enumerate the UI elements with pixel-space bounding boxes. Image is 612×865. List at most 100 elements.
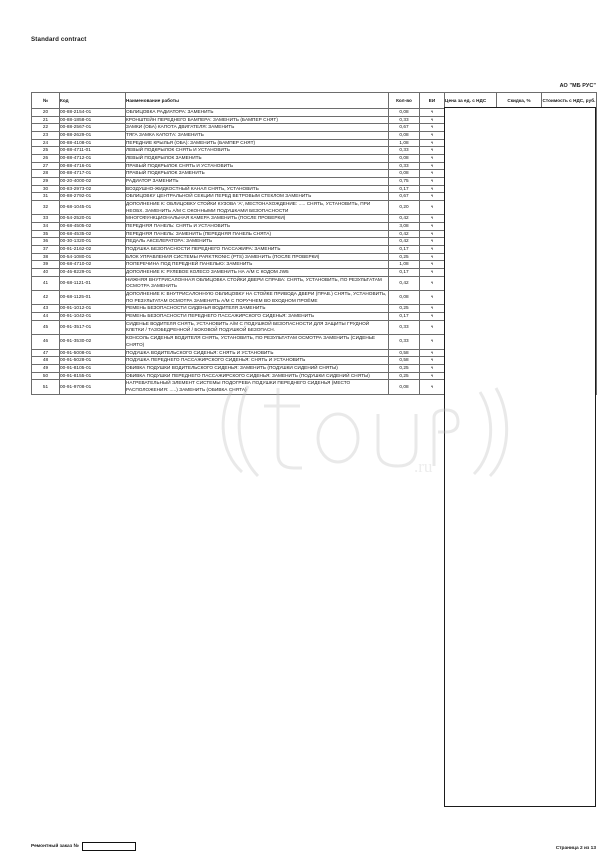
cell-unit: ч [419,146,445,156]
cell-num: 27 [31,161,60,171]
cell-num: 45 [31,319,60,336]
cell-qty: 0,75 [388,177,420,186]
cell-unit: ч [419,334,445,350]
cell-num: 41 [31,275,60,292]
cell-name: НАГРЕВАТЕЛЬНЫЙ ЭЛЕМЕНТ СИСТЕМЫ ПОДОГРЕВА… [125,379,389,395]
cell-num: 39 [31,260,60,270]
cell-unit: ч [419,268,445,277]
cell-unit: ч [419,245,445,254]
col-header-code: Код [59,92,126,109]
cell-qty: 0,20 [388,200,420,216]
cell-unit: ч [419,304,445,314]
col-header-num: № [31,92,60,109]
cell-num: 21 [31,115,60,125]
cell-code: 00-91-9708-01 [59,379,126,395]
cell-num: 20 [31,108,60,117]
cell-unit: ч [419,319,445,336]
cell-code: 00-91-5008-01 [59,348,126,358]
cell-num: 51 [31,379,60,395]
cell-qty: 0,33 [388,146,420,156]
cell-num: 43 [31,304,60,314]
cell-qty: 0,33 [388,334,420,350]
cell-name: ПЕРЕДНЯЯ ПАНЕЛЬ: СНЯТЬ И УСТАНОВИТЬ [125,222,389,231]
cell-qty: 1,08 [388,138,420,148]
cell-unit: ч [419,214,445,224]
order-number-field[interactable] [81,842,136,851]
cell-num: 48 [31,356,60,365]
cell-name: ПОДУШКА БЕЗОПАСНОСТИ ПЕРЕДНЕГО ПАССАЖИРА… [125,245,389,254]
cell-qty: 0,42 [388,237,420,247]
cell-name: ДОПОЛНЕНИЕ К: ВНУТРИСАЛОННУЮ ОБЛИЦОВКУ Н… [125,290,389,306]
cell-unit: ч [419,115,445,125]
cell-name: КРОНШТЕЙН ПЕРЕДНЕГО БАМПЕРА: ЗАМЕНИТЬ (Б… [125,115,389,125]
cell-qty: 0,08 [388,131,420,140]
cell-name: РЕМЕНЬ БЕЗОПАСНОСТИ ПЕРЕДНЕГО ПАССАЖИРСК… [125,312,389,321]
col-header-unit: ЕИ [419,92,445,109]
cell-code: 00-68-4710-02 [59,260,126,270]
cell-code: 00-88-2792-01 [59,192,126,202]
cell-unit: ч [419,184,445,194]
cell-unit: ч [419,290,445,306]
cell-code: 00-91-8155-01 [59,371,126,381]
cell-qty: 0,08 [388,108,420,117]
cell-name: ПОДУШКА ВОДИТЕЛЬСКОГО СИДЕНЬЯ: СНЯТЬ И У… [125,348,389,358]
cell-code: 00-91-3530-02 [59,334,126,350]
cell-num: 47 [31,348,60,358]
cell-qty: 0,58 [388,356,420,365]
cell-qty: 0,17 [388,184,420,194]
cell-name: РЕМЕНЬ БЕЗОПАСНОСТИ СИДЕНЬЯ ВОДИТЕЛЯ ЗАМ… [125,304,389,314]
cell-name: СИДЕНЬЕ ВОДИТЕЛЯ СНЯТЬ, УСТАНОВИТЬ А/М С… [125,319,389,336]
cell-name: РАДИАТОР ЗАМЕНИТЬ [125,177,389,186]
cell-num: 34 [31,222,60,231]
cell-name: ПОПЕРЕЧИНА ПОД ПЕРЕДНЕЙ ПАНЕЛЬЮ: ЗАМЕНИТ… [125,260,389,270]
cell-name: ТЯГА ЗАМКА КАПОТА: ЗАМЕНИТЬ [125,131,389,140]
cell-qty: 0,17 [388,268,420,277]
cell-num: 29 [31,177,60,186]
cell-num: 46 [31,334,60,350]
cell-unit: ч [419,356,445,365]
cell-unit: ч [419,363,445,373]
cell-code: 00-88-4716-01 [59,161,126,171]
cell-name: ЛЕВЫЙ ПОДКРЫЛОК СНЯТЬ И УСТАНОВИТЬ [125,146,389,156]
cell-name: ПЕРЕДНЯЯ ПАНЕЛЬ: ЗАМЕНИТЬ (ПЕРЕДНЯЯ ПАНЕ… [125,229,389,239]
cell-code: 00-91-1012-01 [59,304,126,314]
cell-name: ОБЛИЦОВКУ ЦЕНТРАЛЬНОЙ СЕКЦИИ ПЕРЕД ВЕТРО… [125,192,389,202]
cell-num: 33 [31,214,60,224]
cell-name: ПЕРЕДНИЕ КРЫЛЬЯ (ОБА): ЗАМЕНИТЬ (БАМПЕР … [125,138,389,148]
cell-unit: ч [419,237,445,247]
cell-code: 00-46-8229-01 [59,268,126,277]
cell-qty: 0,17 [388,245,420,254]
cell-code: 00-88-4712-01 [59,154,126,163]
cell-unit: ч [419,154,445,163]
cell-unit: ч [419,275,445,292]
cell-code: 00-68-4535-02 [59,229,126,239]
cell-qty: 0,08 [388,379,420,395]
cell-num: 37 [31,245,60,254]
cell-name: НИЖНЯЯ ВНУТРИСАЛОННАЯ ОБЛИЦОВКА СТОЙКИ Д… [125,275,389,292]
cell-qty: 0,42 [388,214,420,224]
cell-name: ДОПОЛНЕНИЕ К: РУЛЕВОЕ КОЛЕСО ЗАМЕНИТЬ НА… [125,268,389,277]
cell-code: 00-91-1042-01 [59,312,126,321]
cell-num: 26 [31,154,60,163]
cell-code: 00-88-4717-01 [59,169,126,179]
cell-num: 50 [31,371,60,381]
cell-name: БЛОК УПРАВЛЕНИЯ СИСТЕМЫ PARKTRONIC (PTS)… [125,252,389,262]
cell-num: 28 [31,169,60,179]
cell-num: 24 [31,138,60,148]
cell-num: 32 [31,200,60,216]
cell-num: 49 [31,363,60,373]
cell-name: ВОЗДУШНО-ЖИДКОСТНЫЙ КАНАЛ СНЯТЬ, УСТАНОВ… [125,184,389,194]
cell-qty: 0,25 [388,371,420,381]
cell-name: ЗАМКИ (ОБА) КАПОТА ДВИГАТЕЛЯ: ЗАМЕНИТЬ [125,123,389,132]
cell-code: 00-88-4108-01 [59,138,126,148]
cell-num: 38 [31,252,60,262]
cell-unit: ч [419,252,445,262]
cell-num: 40 [31,268,60,277]
table-header-row: № Код Наименование работы Кол-во ЕИ Цена… [31,92,597,109]
cell-unit: ч [419,379,445,395]
cell-name: КОНСОЛЬ СИДЕНЬЯ ВОДИТЕЛЯ СНЯТЬ, УСТАНОВИ… [125,334,389,350]
cell-code: 00-30-1320-01 [59,237,126,247]
cell-code: 00-91-8105-01 [59,363,126,373]
cell-qty: 0,33 [388,161,420,171]
